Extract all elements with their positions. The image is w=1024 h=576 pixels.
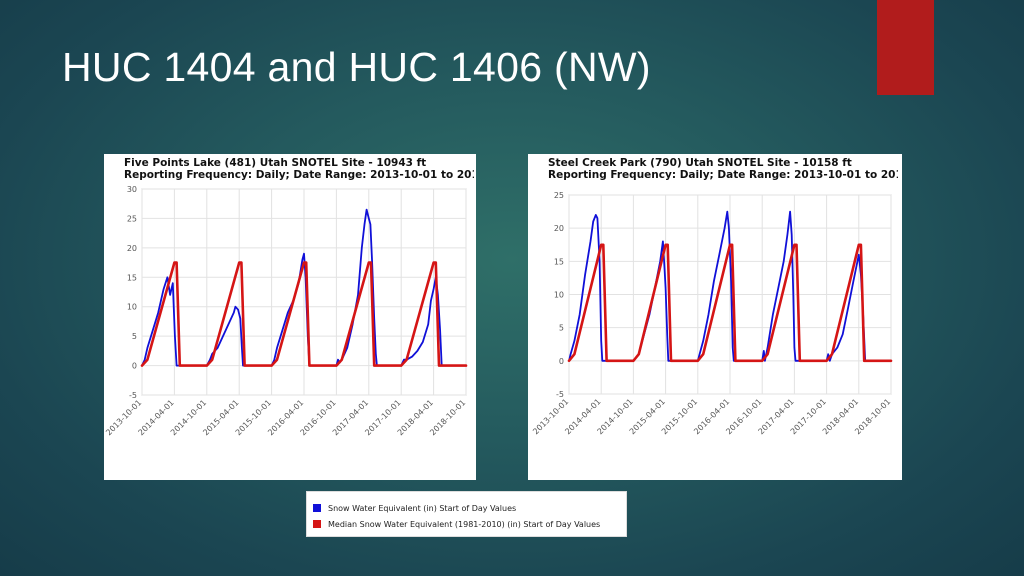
y-tick-label: 20: [554, 224, 564, 233]
chart-title-line2: Reporting Frequency: Daily; Date Range: …: [548, 169, 898, 181]
chart-title-line2: Reporting Frequency: Daily; Date Range: …: [124, 169, 474, 181]
y-tick-label: 5: [132, 332, 137, 341]
slide-title: HUC 1404 and HUC 1406 (NW): [62, 44, 651, 90]
y-tick-label: 25: [554, 191, 564, 200]
legend-swatch-red: [313, 520, 321, 528]
accent-tab: [877, 0, 934, 95]
legend-item-observed: Snow Water Equivalent (in) Start of Day …: [313, 501, 516, 515]
y-tick-label: -5: [129, 391, 137, 400]
legend-swatch-blue: [313, 504, 321, 512]
chart-title: Five Points Lake (481) Utah SNOTEL Site …: [124, 157, 474, 181]
y-tick-label: 10: [554, 291, 564, 300]
y-tick-label: 0: [559, 357, 564, 366]
y-tick-label: 25: [127, 214, 137, 223]
chart-five-points-lake: -5 0 5 10 15 20 25 30 2013-10-01 2014-04-01 2014-1…: [104, 154, 476, 480]
legend-label-observed: Snow Water Equivalent (in) Start of Day …: [328, 503, 517, 513]
chart-svg: -505101520252013-10-012014-04-012014-10-…: [531, 191, 893, 436]
y-tick-label: 30: [127, 185, 137, 194]
y-tick-label: -5: [556, 390, 564, 399]
y-tick-label: 5: [559, 324, 564, 333]
y-tick-label: 10: [127, 303, 137, 312]
series-line-median: [567, 243, 893, 363]
chart-title: Steel Creek Park (790) Utah SNOTEL Site …: [548, 157, 898, 181]
legend-label-median: Median Snow Water Equivalent (1981-2010)…: [328, 519, 601, 529]
series-line-median: [140, 261, 468, 367]
chart-legend: Snow Water Equivalent (in) Start of Day …: [306, 491, 627, 537]
y-tick-label: 15: [127, 273, 137, 282]
chart-title-line1: Five Points Lake (481) Utah SNOTEL Site …: [124, 157, 427, 169]
chart-svg: -50510152025302013-10-012014-04-012014-1…: [104, 185, 468, 437]
y-tick-label: 0: [132, 362, 137, 371]
chart-steel-creek-park: -5 0 5 10 15 20 25 2013-10-01 2014-04-01 2014-10-…: [528, 154, 902, 480]
y-tick-label: 20: [127, 244, 137, 253]
legend-item-median: Median Snow Water Equivalent (1981-2010)…: [313, 517, 600, 531]
chart-title-line1: Steel Creek Park (790) Utah SNOTEL Site …: [548, 157, 852, 169]
y-tick-label: 15: [554, 257, 564, 266]
